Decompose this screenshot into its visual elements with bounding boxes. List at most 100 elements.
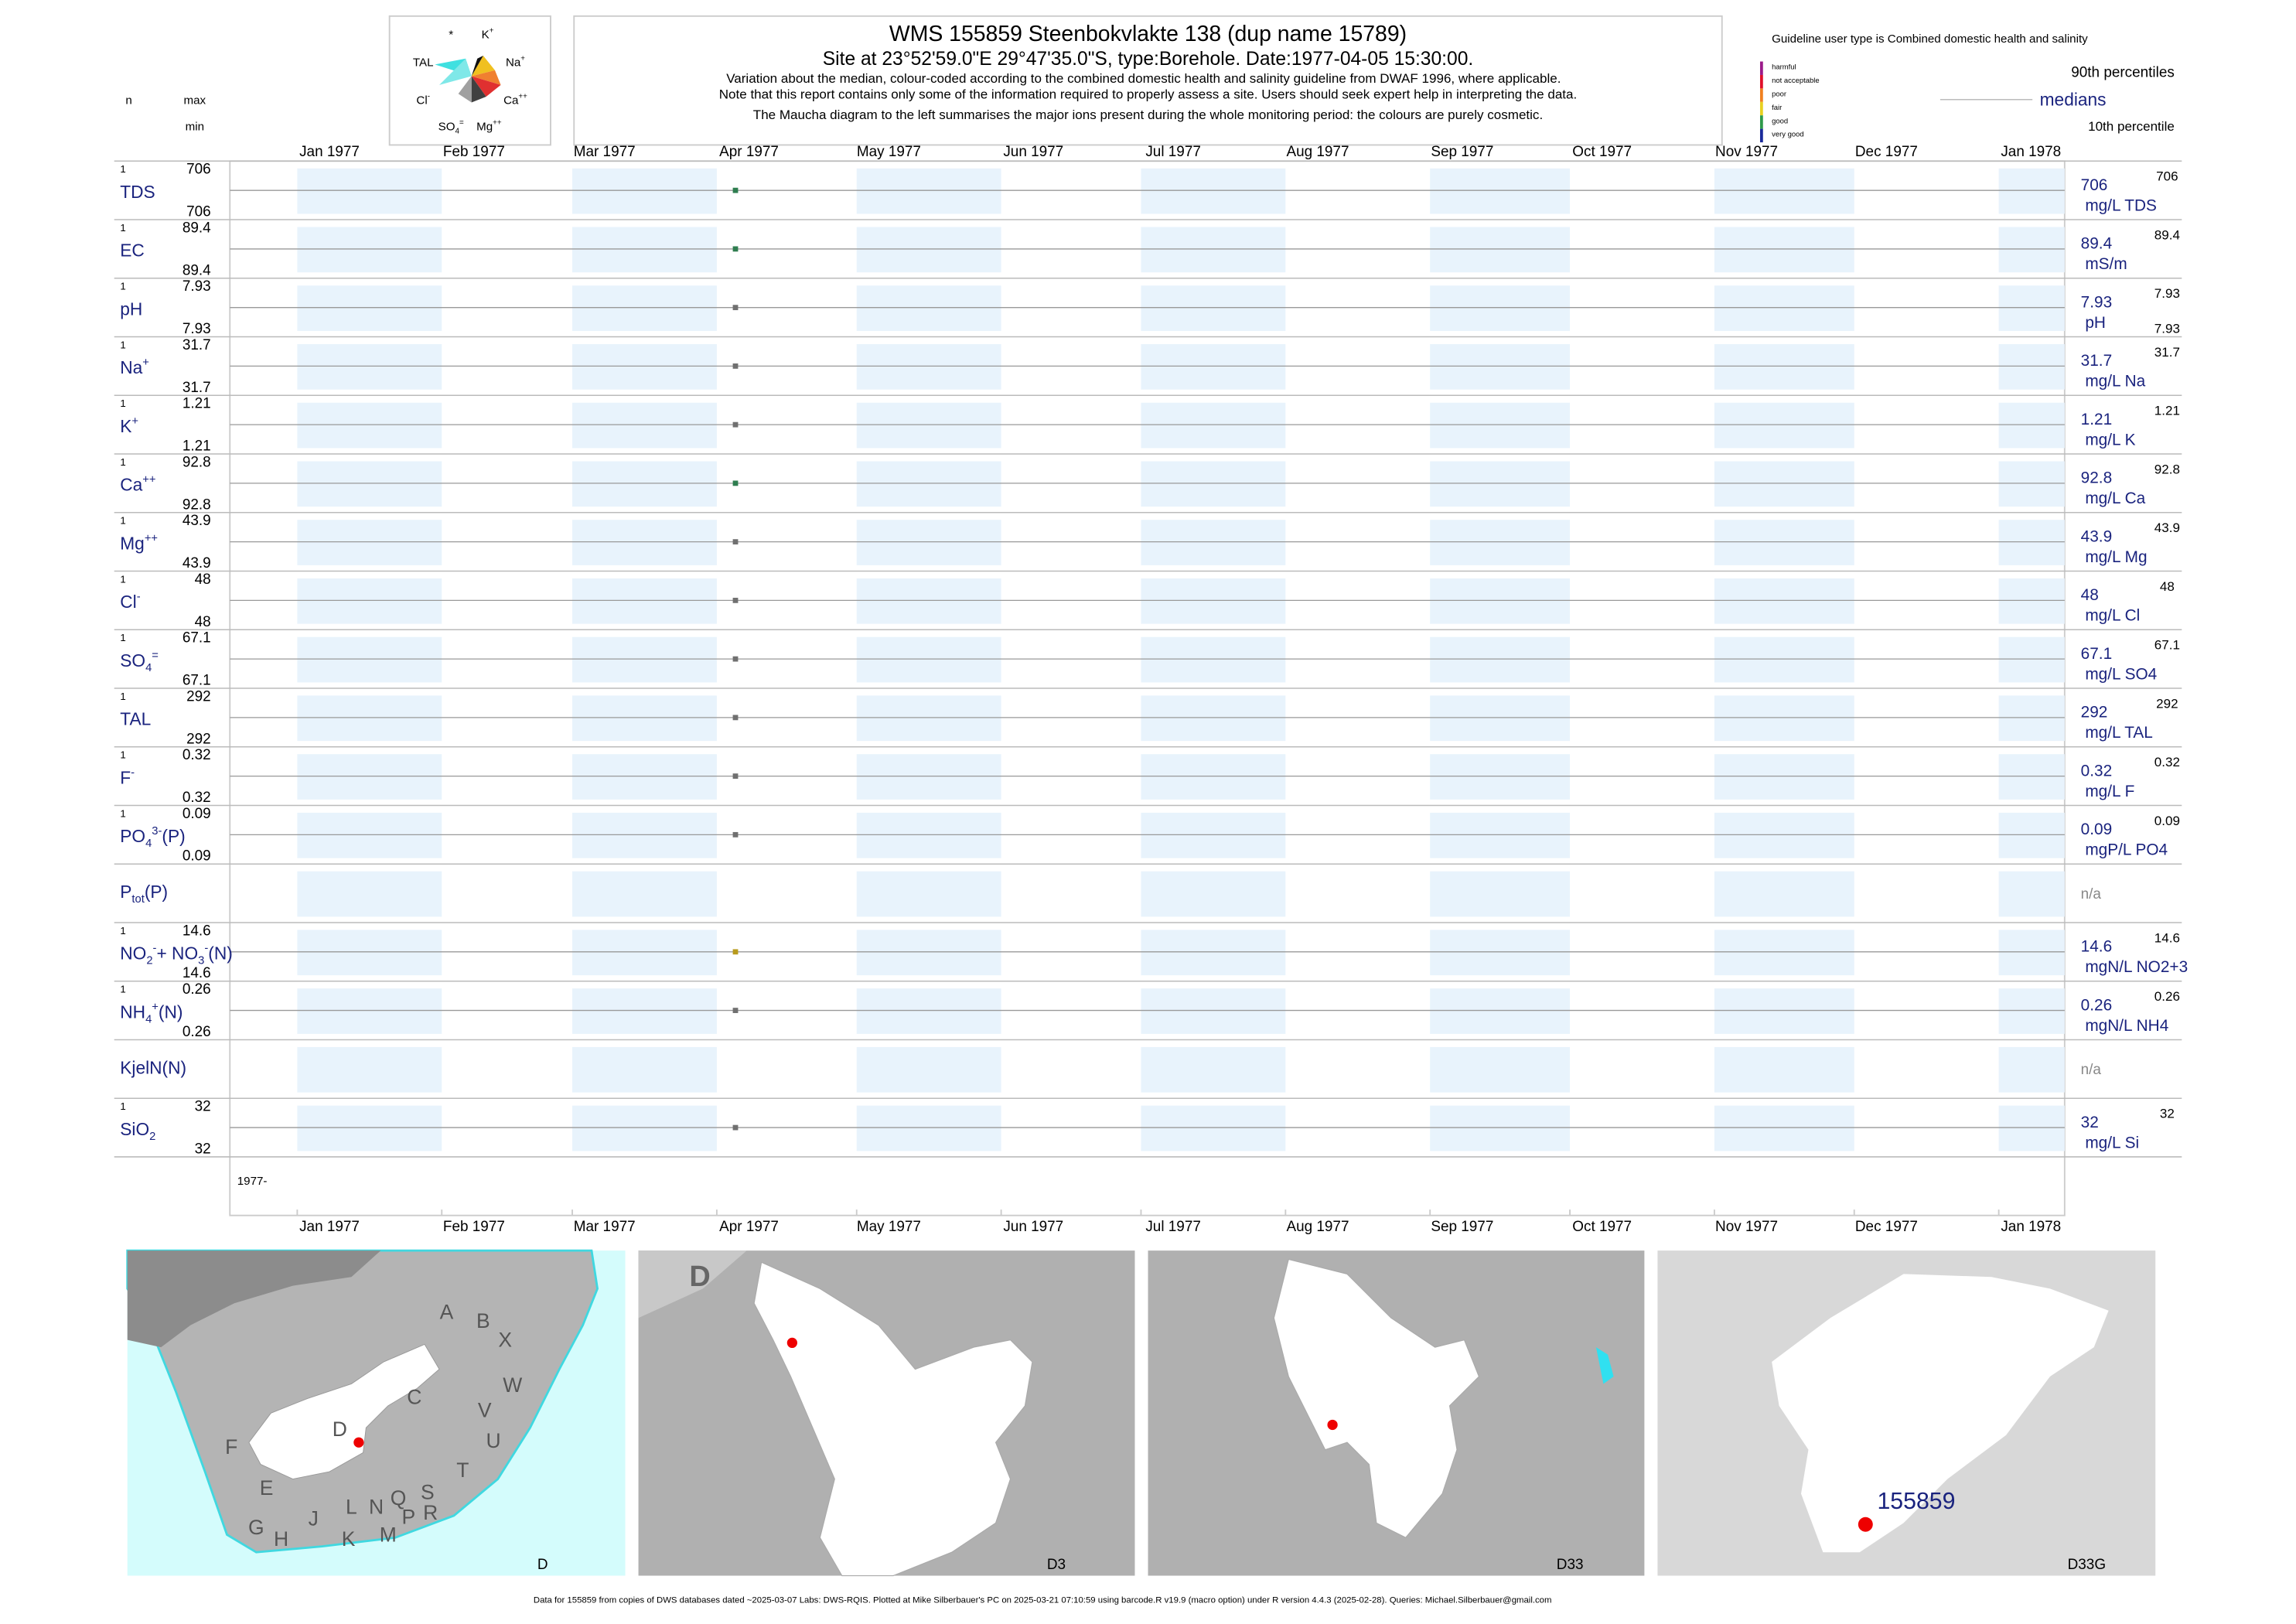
guideline-label: not acceptable — [1772, 77, 1819, 85]
map-label: D33 — [1557, 1557, 1584, 1573]
data-point — [732, 831, 739, 838]
p90-value: 43.9 — [2154, 520, 2180, 535]
month-band — [1714, 754, 1854, 800]
p90-value: 92.8 — [2154, 462, 2180, 476]
label-part: tot — [131, 893, 144, 906]
month-band — [1714, 695, 1854, 742]
data-point — [732, 246, 739, 252]
label-part: - — [153, 943, 157, 955]
data-point — [732, 421, 739, 428]
map-region-label: S — [421, 1480, 435, 1503]
min-header: min — [186, 121, 204, 134]
data-point — [732, 656, 739, 662]
median-value: 14.6 — [2081, 938, 2113, 956]
map-catchment — [753, 1261, 1033, 1577]
unit: mgN/L NO2+3 — [2085, 958, 2188, 976]
month-band — [1141, 695, 1286, 742]
month-band — [1430, 343, 1571, 390]
label-part: = — [459, 119, 464, 128]
guideline-swatch — [1759, 101, 1763, 116]
guideline-label: very good — [1772, 131, 1804, 139]
month-band — [1141, 636, 1286, 683]
n-count: 1 — [120, 339, 125, 350]
map-region-label: F — [225, 1435, 237, 1459]
label-part: + NO — [156, 943, 198, 964]
panel-label: PO43-(P) — [120, 825, 185, 850]
map-catchment — [1772, 1274, 2109, 1553]
map-region-label: T — [456, 1459, 469, 1482]
p10-legend: 10th percentile — [2088, 119, 2175, 134]
panel-label: TDS — [120, 182, 155, 202]
month-band — [856, 871, 1001, 917]
month-band — [1998, 812, 2065, 858]
label-part: - — [137, 591, 141, 603]
label-part: K — [120, 416, 131, 436]
x-tick-label-top: Jan 1977 — [299, 144, 360, 160]
min-value: 0.09 — [183, 848, 211, 865]
p90-value: 706 — [2156, 169, 2178, 184]
x-tick-label-top: Jan 1978 — [2001, 144, 2061, 160]
month-band — [1141, 168, 1286, 214]
maucha-segment — [471, 76, 501, 97]
label-part: K — [482, 28, 490, 41]
map-label: D3 — [1047, 1557, 1066, 1573]
month-band — [297, 285, 442, 331]
label-part: P — [120, 882, 131, 902]
month-band — [1141, 343, 1286, 390]
label-part: ++ — [518, 93, 527, 101]
x-tick-label-top: Nov 1977 — [1715, 144, 1778, 160]
note: Note that this report contains only some… — [719, 87, 1578, 102]
x-tick-label-top: May 1977 — [857, 144, 921, 160]
month-band — [1430, 695, 1571, 742]
label-part: NH — [120, 1001, 145, 1022]
guideline-swatch — [1759, 88, 1763, 102]
panel-label: K+ — [120, 415, 138, 436]
month-band — [856, 1046, 1001, 1093]
month-band — [1430, 461, 1571, 507]
unit: mg/L F — [2085, 783, 2134, 800]
month-band — [856, 636, 1001, 683]
median-legend: medians — [2040, 90, 2107, 110]
month-band — [1141, 520, 1286, 565]
panel-label: Ptot(P) — [120, 882, 168, 906]
maucha-label: K+ — [482, 27, 494, 42]
max-value: 31.7 — [183, 337, 211, 353]
map-water — [1595, 1347, 1614, 1384]
map-region-label: J — [309, 1507, 319, 1530]
panel-label: pH — [120, 299, 142, 319]
max-value: 706 — [186, 162, 211, 178]
month-band — [572, 578, 717, 624]
x-tick-label-top: Dec 1977 — [1855, 144, 1918, 160]
x-tick-label-bottom: Aug 1977 — [1286, 1219, 1349, 1235]
min-value: 706 — [186, 204, 211, 220]
month-band — [1998, 285, 2065, 331]
min-value: 89.4 — [183, 262, 211, 278]
max-value: 0.09 — [183, 806, 211, 822]
label-part: Cl — [120, 592, 136, 612]
panel-label: SO4= — [120, 650, 159, 674]
unit: pH — [2085, 314, 2106, 332]
guideline-label: good — [1772, 117, 1788, 125]
map-label: D — [537, 1557, 548, 1573]
month-band — [297, 227, 442, 273]
month-band — [1714, 871, 1854, 917]
panel-label: NO2-+ NO3-(N) — [120, 943, 233, 967]
x-tick-label-bottom: Feb 1977 — [443, 1219, 505, 1235]
year-label: 1977- — [237, 1175, 268, 1188]
map-region-label: X — [498, 1329, 512, 1352]
label-part: 4 — [145, 662, 152, 674]
panel-label: KjelN(N) — [120, 1057, 186, 1077]
median-value: 32 — [2081, 1114, 2099, 1131]
site-marker — [1858, 1517, 1873, 1532]
note: The Maucha diagram to the left summarise… — [753, 107, 1543, 122]
max-value: 48 — [195, 571, 211, 588]
month-band — [1714, 227, 1854, 273]
guideline-label: poor — [1772, 90, 1786, 98]
data-point — [732, 305, 739, 311]
maucha-label: Ca++ — [503, 93, 527, 107]
x-tick-label-bottom: Jun 1977 — [1003, 1219, 1063, 1235]
month-band — [1430, 871, 1571, 917]
month-band — [572, 285, 717, 331]
month-band — [1141, 402, 1286, 449]
month-band — [1430, 520, 1571, 565]
